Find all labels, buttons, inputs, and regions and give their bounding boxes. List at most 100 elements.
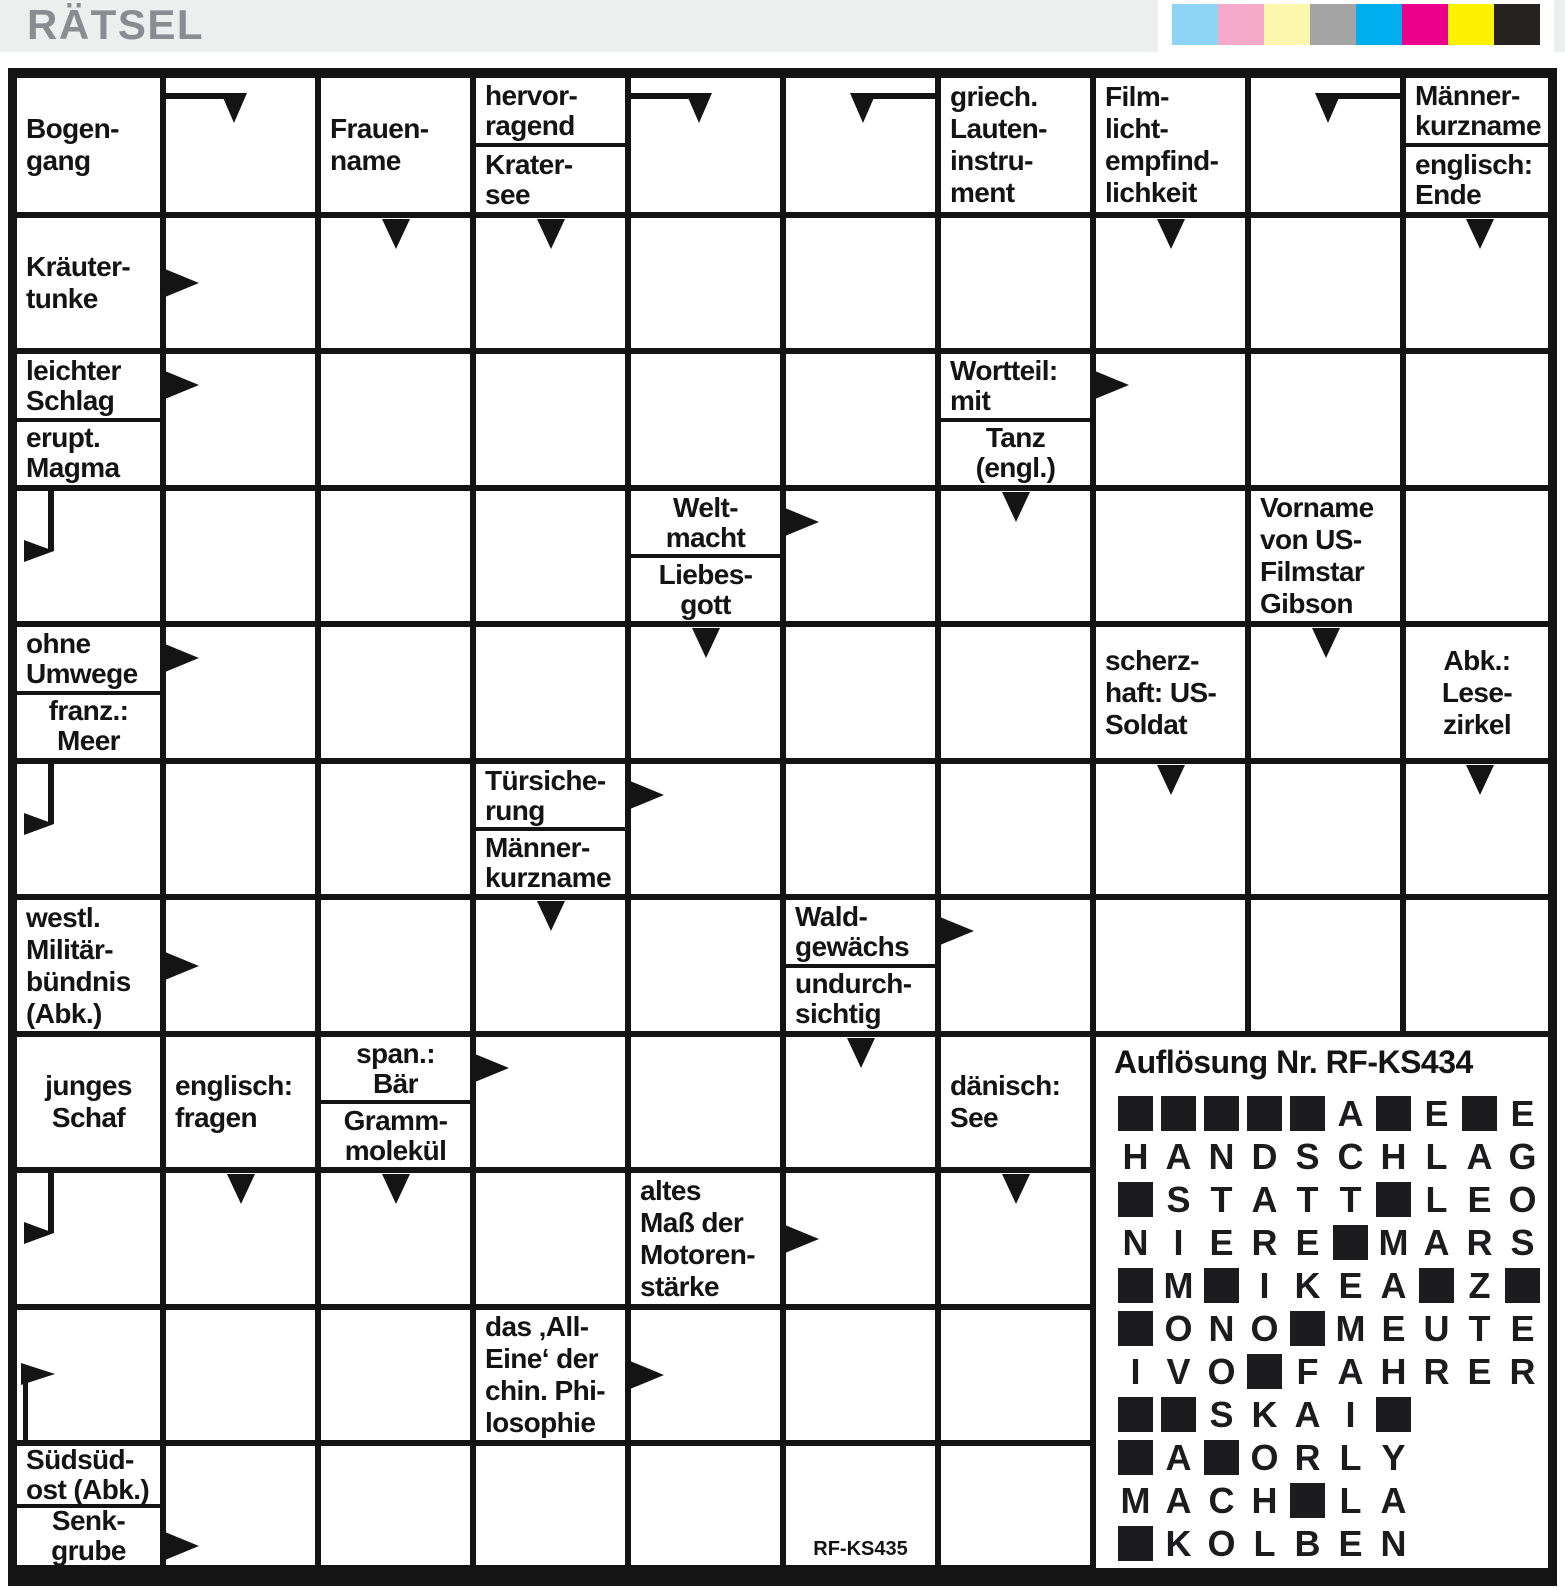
grid-cell[interactable] xyxy=(941,218,1090,348)
clue: Männer-kurzname xyxy=(476,831,625,894)
solution-letter: S xyxy=(1510,1221,1535,1263)
clue: scherz-haft: US- Soldat xyxy=(1096,627,1245,758)
solution-letter: M xyxy=(1120,1479,1151,1521)
solution-block xyxy=(1290,1096,1325,1131)
solution-letter: I xyxy=(1130,1350,1141,1392)
clue-text-line: hervor- xyxy=(485,79,578,111)
solution-letter: E xyxy=(1510,1092,1535,1134)
solution-letter: A xyxy=(1337,1350,1364,1392)
bend-right-arrow-icon xyxy=(24,1222,54,1244)
solution-letter: H xyxy=(1380,1350,1407,1392)
grid-cell[interactable] xyxy=(166,1310,315,1440)
grid-cell[interactable] xyxy=(1251,218,1400,348)
grid-cell[interactable] xyxy=(786,764,935,894)
solution-letter: O xyxy=(1164,1307,1193,1349)
grid-cell[interactable] xyxy=(476,627,625,758)
grid-cell[interactable] xyxy=(1406,900,1548,1031)
solution-block xyxy=(1419,1268,1454,1303)
grid-cell[interactable] xyxy=(1406,354,1548,485)
grid-cell[interactable] xyxy=(941,764,1090,894)
solution-letter: I xyxy=(1173,1221,1184,1263)
clue: Kräuter-tunke xyxy=(17,218,160,348)
solution-letter: S xyxy=(1209,1393,1234,1435)
clue-text-line: Südsüd- xyxy=(26,1443,134,1475)
grid-cell[interactable] xyxy=(321,354,470,485)
clue-text-line: westl. xyxy=(26,901,101,933)
grid-cell[interactable] xyxy=(321,1310,470,1440)
down-arrow-icon xyxy=(1466,765,1494,795)
solution-letter: A xyxy=(1165,1135,1192,1177)
grid-cell[interactable] xyxy=(786,627,935,758)
clue-text-line: Motoren- xyxy=(640,1238,756,1270)
grid-cell[interactable] xyxy=(476,1173,625,1304)
right-arrow-icon xyxy=(165,371,199,400)
grid-cell[interactable] xyxy=(631,900,780,1031)
solution-letter: O xyxy=(1508,1178,1537,1220)
grid-cell[interactable] xyxy=(1251,354,1400,485)
solution-block xyxy=(1118,1182,1153,1217)
grid-cell[interactable] xyxy=(321,764,470,894)
solution-block xyxy=(1161,1096,1196,1131)
clue: das ‚All- Eine‘ der chin. Phi-losophie xyxy=(476,1310,625,1440)
color-swatch-pink xyxy=(1218,4,1264,45)
solution-letter: D xyxy=(1251,1135,1278,1177)
solution-letter: O xyxy=(1250,1307,1279,1349)
solution-letter: T xyxy=(1210,1178,1233,1220)
grid-cell[interactable] xyxy=(1251,764,1400,894)
grid-cell[interactable] xyxy=(941,1446,1090,1565)
down-arrow-icon xyxy=(1311,628,1340,658)
grid-cell[interactable] xyxy=(166,491,315,621)
color-swatch-magenta xyxy=(1402,4,1448,45)
solution-letter: V xyxy=(1166,1350,1191,1392)
clue: erupt. Magma xyxy=(17,422,160,486)
solution-block xyxy=(1118,1397,1153,1432)
grid-cell[interactable] xyxy=(786,354,935,485)
grid-cell[interactable] xyxy=(631,1446,780,1565)
grid-cell[interactable] xyxy=(321,627,470,758)
clue-text-line: Eine‘ der xyxy=(485,1343,598,1374)
grid-cell[interactable] xyxy=(941,1310,1090,1440)
solution-letter: S xyxy=(1295,1135,1320,1177)
grid-cell[interactable] xyxy=(786,1310,935,1440)
grid-cell[interactable] xyxy=(1406,491,1548,621)
grid-cell[interactable] xyxy=(476,491,625,621)
grid-cell[interactable] xyxy=(941,627,1090,758)
clue-text-line: macht xyxy=(665,521,746,553)
clue-text-line: zirkel xyxy=(1443,708,1512,740)
clue-text-line: ragend xyxy=(485,109,575,141)
clue: span.: Bär xyxy=(321,1037,470,1100)
clue: leichter Schlag xyxy=(17,354,160,418)
clue-text-line: Filmstar xyxy=(1260,556,1365,587)
clue: hervor-ragend xyxy=(476,78,625,143)
grid-cell[interactable] xyxy=(166,764,315,894)
grid-cell[interactable] xyxy=(786,1446,935,1565)
color-swatch-yellow xyxy=(1448,4,1494,45)
grid-cell[interactable] xyxy=(1251,900,1400,1031)
grid-cell[interactable] xyxy=(631,218,780,348)
grid-cell[interactable] xyxy=(321,491,470,621)
clue: junges Schaf xyxy=(17,1037,160,1167)
right-arrow-icon xyxy=(940,917,974,946)
clue: altes Maß der Motoren-stärke xyxy=(631,1173,780,1304)
solution-letter: R xyxy=(1294,1436,1321,1478)
grid-cell[interactable] xyxy=(321,1446,470,1565)
grid-cell[interactable] xyxy=(476,1446,625,1565)
bend-right-arrow-icon xyxy=(24,813,54,835)
clue-text-line: altes xyxy=(640,1174,701,1206)
grid-cell[interactable] xyxy=(321,900,470,1031)
solution-letter: I xyxy=(1345,1393,1356,1435)
clue-text-line: sichtig xyxy=(795,998,882,1030)
clue-text-line: Bogen- xyxy=(26,113,119,144)
grid-cell[interactable] xyxy=(631,1037,780,1167)
clue-cell xyxy=(17,218,160,348)
clue: griech. Lauten-instru-ment xyxy=(941,78,1090,212)
grid-cell[interactable] xyxy=(476,354,625,485)
grid-cell[interactable] xyxy=(1096,900,1245,1031)
grid-cell[interactable] xyxy=(631,354,780,485)
clue: Liebes-gott xyxy=(631,558,780,621)
grid-cell[interactable] xyxy=(1096,491,1245,621)
clue-divider xyxy=(476,827,625,831)
clue-text-line: scherz- xyxy=(1105,644,1199,676)
grid-cell[interactable] xyxy=(786,218,935,348)
